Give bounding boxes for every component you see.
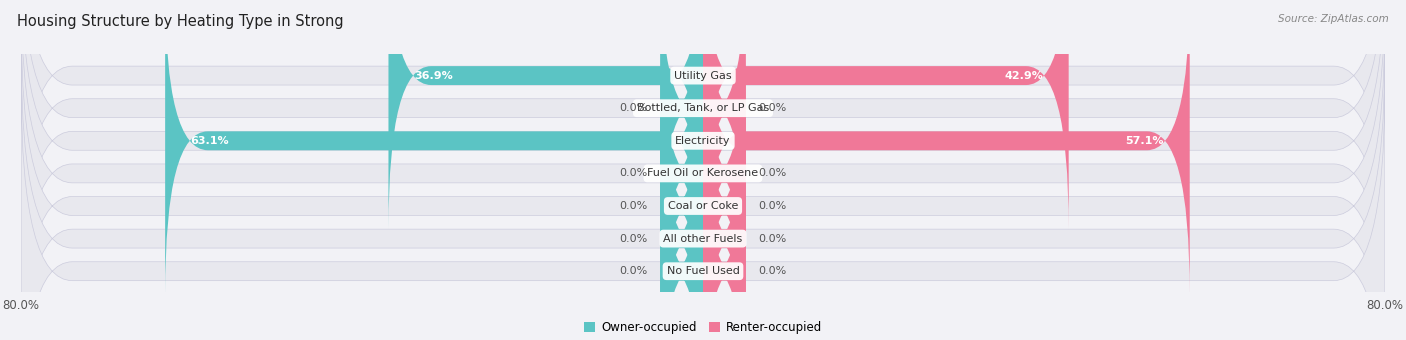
Text: No Fuel Used: No Fuel Used (666, 266, 740, 276)
Text: Source: ZipAtlas.com: Source: ZipAtlas.com (1278, 14, 1389, 23)
Text: 36.9%: 36.9% (413, 71, 453, 81)
FancyBboxPatch shape (21, 52, 1385, 340)
Text: 0.0%: 0.0% (620, 234, 648, 243)
Text: All other Fuels: All other Fuels (664, 234, 742, 243)
Text: 0.0%: 0.0% (620, 168, 648, 179)
FancyBboxPatch shape (21, 85, 1385, 340)
Text: 0.0%: 0.0% (620, 266, 648, 276)
FancyBboxPatch shape (21, 20, 1385, 340)
FancyBboxPatch shape (661, 85, 703, 340)
FancyBboxPatch shape (703, 52, 745, 340)
FancyBboxPatch shape (661, 20, 703, 327)
Text: 63.1%: 63.1% (191, 136, 229, 146)
FancyBboxPatch shape (165, 0, 703, 294)
FancyBboxPatch shape (703, 20, 745, 327)
Text: 42.9%: 42.9% (1004, 71, 1043, 81)
Text: 0.0%: 0.0% (758, 234, 786, 243)
FancyBboxPatch shape (21, 0, 1385, 340)
Text: 57.1%: 57.1% (1126, 136, 1164, 146)
Text: Housing Structure by Heating Type in Strong: Housing Structure by Heating Type in Str… (17, 14, 343, 29)
FancyBboxPatch shape (21, 0, 1385, 294)
Text: 0.0%: 0.0% (758, 103, 786, 113)
Text: 0.0%: 0.0% (758, 168, 786, 179)
FancyBboxPatch shape (21, 0, 1385, 262)
FancyBboxPatch shape (661, 0, 703, 262)
Text: Fuel Oil or Kerosene: Fuel Oil or Kerosene (647, 168, 759, 179)
FancyBboxPatch shape (388, 0, 703, 229)
FancyBboxPatch shape (703, 0, 1069, 229)
Text: 0.0%: 0.0% (758, 266, 786, 276)
Text: Electricity: Electricity (675, 136, 731, 146)
Text: Bottled, Tank, or LP Gas: Bottled, Tank, or LP Gas (637, 103, 769, 113)
Text: 0.0%: 0.0% (620, 201, 648, 211)
FancyBboxPatch shape (703, 118, 745, 340)
Text: Coal or Coke: Coal or Coke (668, 201, 738, 211)
FancyBboxPatch shape (21, 0, 1385, 327)
FancyBboxPatch shape (703, 0, 745, 262)
Legend: Owner-occupied, Renter-occupied: Owner-occupied, Renter-occupied (579, 317, 827, 339)
Text: Utility Gas: Utility Gas (675, 71, 731, 81)
FancyBboxPatch shape (703, 0, 1189, 294)
FancyBboxPatch shape (703, 85, 745, 340)
FancyBboxPatch shape (661, 118, 703, 340)
Text: 0.0%: 0.0% (620, 103, 648, 113)
FancyBboxPatch shape (661, 52, 703, 340)
Text: 0.0%: 0.0% (758, 201, 786, 211)
